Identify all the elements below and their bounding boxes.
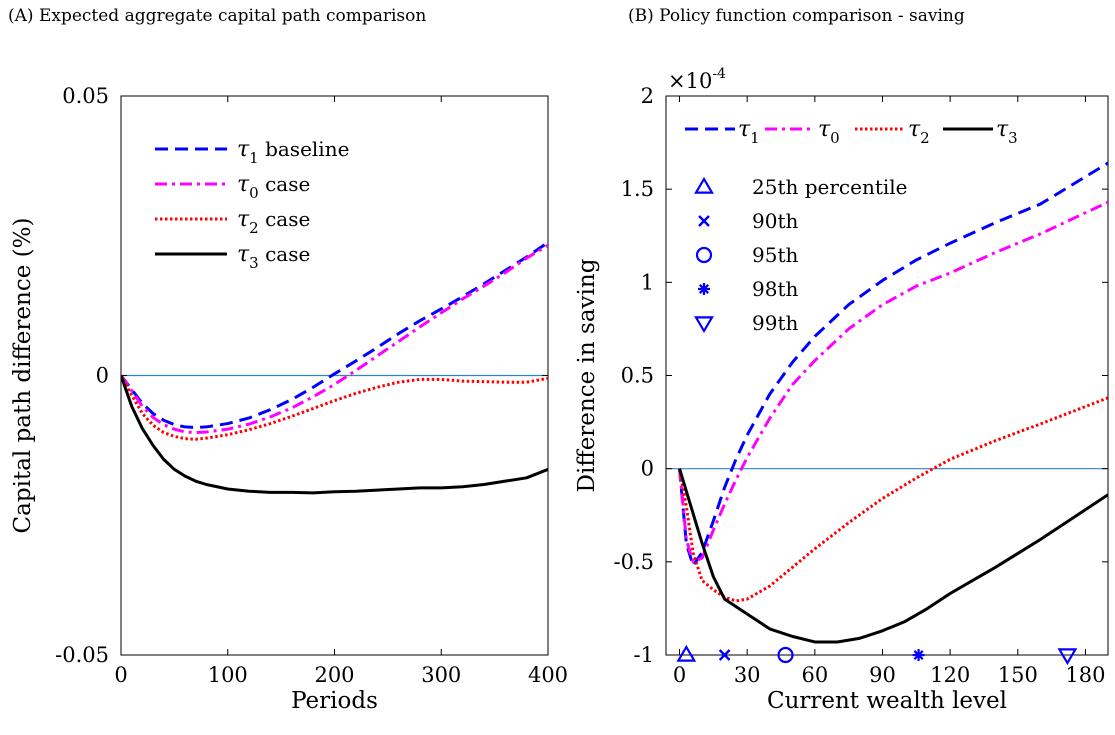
y-tick-label: 1.5 — [621, 177, 654, 201]
y-tick-label: -1 — [634, 643, 654, 667]
y-tick-label: 0.05 — [62, 84, 109, 108]
series-line-3 — [121, 375, 548, 495]
percentile-legend-symbol — [698, 283, 710, 295]
percentile-legend-label: 99th — [752, 311, 798, 335]
y-tick-label: 2 — [641, 84, 654, 108]
x-axis-label: Periods — [291, 688, 378, 714]
legend-label-3: τ3 case — [237, 242, 310, 272]
y-tick-label: 0 — [641, 457, 654, 481]
panel-a-title: (A) Expected aggregate capital path comp… — [8, 6, 427, 26]
legend-label-0: τ0 case — [237, 172, 310, 202]
legend-label-2: τ2 case — [237, 207, 310, 237]
y-multiplier-label: ×10-4 — [668, 66, 726, 93]
x-tick-label: 120 — [930, 663, 970, 687]
x-tick-label: 400 — [528, 663, 568, 687]
percentile-marker — [676, 644, 697, 662]
x-tick-label: 90 — [869, 663, 896, 687]
legend-label-2: τ2 — [908, 117, 930, 147]
series-line-2 — [121, 374, 548, 441]
percentile-legend-label: 90th — [752, 209, 798, 233]
y-axis-label: Difference in saving — [574, 258, 600, 492]
x-tick-label: 0 — [114, 663, 127, 687]
y-tick-label: -0.05 — [55, 643, 109, 667]
x-tick-label: 300 — [421, 663, 461, 687]
y-axis-label: Capital path difference (%) — [10, 218, 36, 534]
series-line-2 — [678, 396, 1108, 603]
legend-label-3: τ3 — [996, 117, 1018, 147]
series-line-0 — [678, 200, 1108, 564]
percentile-legend-symbol — [698, 215, 710, 227]
percentile-marker — [718, 649, 731, 661]
y-tick-label: -0.5 — [614, 550, 655, 574]
x-tick-label: 200 — [314, 663, 354, 687]
x-axis-label: Current wealth level — [767, 688, 1007, 714]
series-line-0 — [121, 243, 548, 435]
x-tick-label: 60 — [801, 663, 828, 687]
percentile-legend-label: 25th percentile — [752, 175, 908, 199]
x-tick-label: 0 — [673, 663, 686, 687]
percentile-marker — [1057, 648, 1078, 666]
x-tick-label: 100 — [208, 663, 248, 687]
series-line-3 — [678, 468, 1108, 644]
x-tick-label: 180 — [1065, 663, 1105, 687]
chart-b: 0 30 60 90 120 150 180 -1 -0.5 0 0.5 1 1.5 2 Current w… — [574, 66, 1109, 714]
legend-label-1: τ1 — [738, 117, 760, 147]
series-line-1 — [121, 241, 548, 429]
x-tick-label: 150 — [998, 663, 1038, 687]
percentile-legend-label: 95th — [752, 243, 798, 267]
percentile-marker — [777, 646, 794, 664]
panel-b-title: (B) Policy function comparison - saving — [628, 6, 965, 26]
legend-label-0: τ0 — [818, 117, 840, 147]
percentile-legend-symbol — [694, 316, 714, 334]
legend-label-1: τ1 baseline — [237, 137, 349, 167]
x-tick-label: 30 — [734, 663, 761, 687]
y-tick-label: 1 — [641, 270, 654, 294]
percentile-legend-label: 98th — [752, 277, 798, 301]
percentile-marker — [912, 649, 925, 661]
y-tick-label: 0 — [96, 364, 109, 388]
percentile-legend-symbol — [695, 246, 713, 264]
y-tick-label: 0.5 — [621, 364, 654, 388]
percentile-legend-symbol — [694, 176, 714, 194]
series-line-1 — [678, 161, 1108, 568]
